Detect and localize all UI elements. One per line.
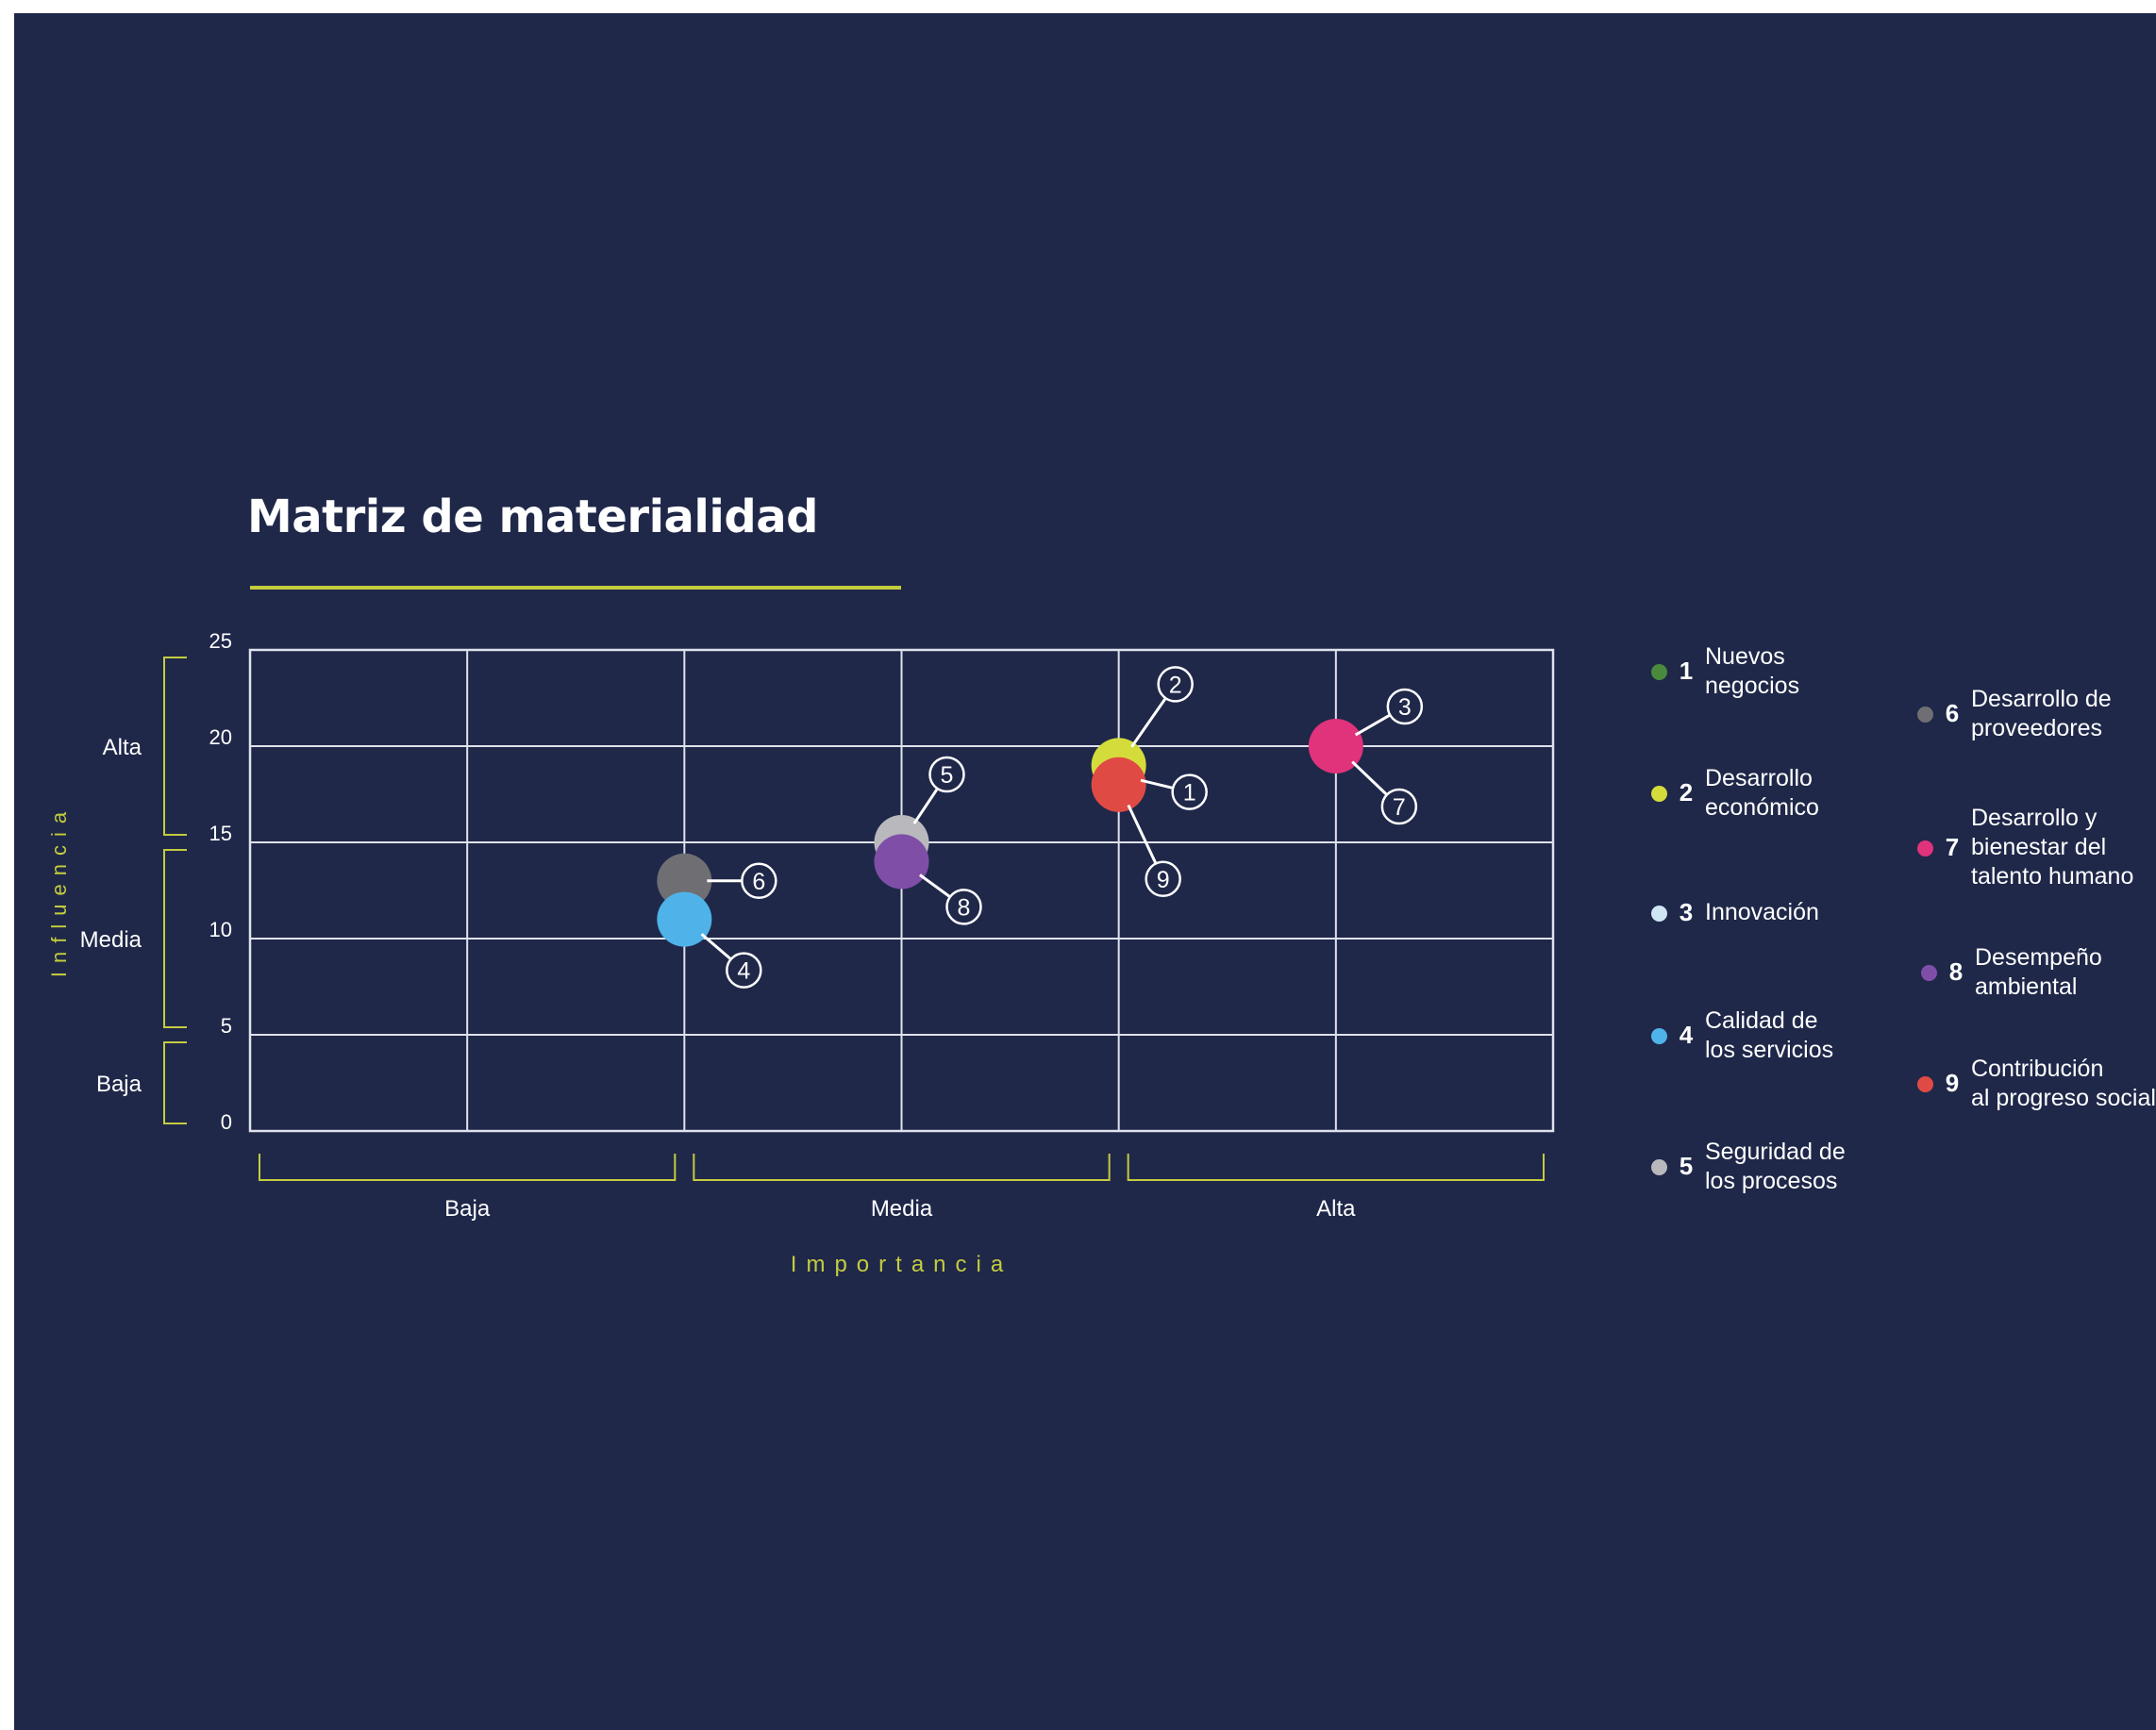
callout-line-5 [912, 788, 939, 824]
legend-dot [1651, 664, 1667, 680]
legend-label: Contribución al progreso social [1971, 1056, 2156, 1111]
y-tick-label: 25 [209, 629, 232, 653]
point-callouts: 2 1 9 3 7 5 8 6 4 [700, 666, 1424, 989]
legend-number: 1 [1679, 657, 1694, 685]
callout-circle-7 [1380, 788, 1418, 825]
legend-item-6: 6 Desarrollo de proveedores [1917, 685, 2112, 743]
legend-item-1: 1 Nuevos negocios [1651, 642, 1799, 701]
callout-circle-8 [945, 889, 982, 925]
legend-dot [1651, 786, 1667, 802]
callout-line-4 [700, 933, 731, 960]
legend-label: Innovación [1705, 899, 1819, 925]
legend-number: 6 [1945, 699, 1960, 727]
legend-dot [1921, 965, 1937, 981]
legend-number: 7 [1945, 832, 1960, 861]
chart-panel [14, 13, 2156, 1730]
y-axis-title: Influencia [47, 804, 71, 977]
callout-circle-2 [1157, 666, 1194, 703]
callout-circle-4 [726, 952, 762, 989]
x-band-label: Baja [444, 1196, 491, 1222]
legend-number: 5 [1679, 1152, 1694, 1180]
legend-dot [1917, 707, 1933, 723]
chart-title: Matriz de materialidad [247, 491, 818, 543]
callout-label-9: 9 [1157, 867, 1170, 893]
title-underline [250, 586, 901, 590]
y-band-bracket [163, 849, 187, 1028]
callout-label-1: 1 [1183, 780, 1196, 807]
legend-number: 8 [1948, 957, 1964, 986]
y-band-bracket [163, 657, 187, 836]
callout-circle-6 [741, 862, 777, 900]
y-band-label: Alta [103, 735, 142, 760]
legend-number: 3 [1679, 897, 1694, 926]
y-band-label: Media [80, 927, 142, 953]
x-band-bracket [1127, 1154, 1545, 1181]
legend-label: Calidad de los servicios [1705, 1007, 1834, 1063]
legend-item-2: 2 Desarrollo económico [1651, 764, 1819, 823]
legend-item-5: 5 Seguridad de los procesos [1651, 1138, 1846, 1196]
legend-label: Desempeño ambiental [1975, 944, 2102, 1000]
legend-label: Desarrollo de proveedores [1971, 686, 2112, 741]
x-band-bracket [693, 1154, 1111, 1181]
callout-label-6: 6 [752, 869, 765, 895]
band-brackets: Alta Media Baja Influencia Baja Media Alta Impo… [47, 657, 1545, 1277]
legend-number: 9 [1945, 1069, 1960, 1097]
callout-line-1 [1140, 778, 1173, 790]
callout-line-8 [919, 873, 951, 898]
legend-dot [1651, 1028, 1667, 1044]
callout-label-5: 5 [941, 762, 954, 789]
y-tick-label: 5 [221, 1014, 232, 1038]
data-point-7 [1308, 719, 1363, 774]
legend-dot [1917, 1076, 1933, 1092]
y-tick-label: 0 [221, 1110, 232, 1134]
legend-label: Seguridad de los procesos [1705, 1139, 1846, 1194]
legend-label: Desarrollo económico [1705, 765, 1819, 821]
data-point-9 [1091, 757, 1146, 812]
callout-label-8: 8 [958, 894, 971, 921]
x-band-bracket [259, 1154, 677, 1181]
callout-line-9 [1127, 804, 1157, 864]
callout-label-3: 3 [1398, 694, 1412, 721]
callout-line-7 [1351, 760, 1388, 795]
legend-item-4: 4 Calidad de los servicios [1651, 1006, 1833, 1065]
data-point-8 [874, 834, 929, 890]
legend-dot [1917, 840, 1933, 857]
legend-dot [1651, 905, 1667, 922]
callout-circle-1 [1171, 774, 1208, 810]
x-band-label: Media [871, 1196, 933, 1222]
legend-item-3: 3 Innovación [1651, 898, 1819, 927]
legend-item-9: 9 Contribución al progreso social [1917, 1055, 2156, 1113]
data-point-6 [657, 853, 712, 908]
y-tick-label: 15 [209, 822, 232, 845]
callout-line-3 [1354, 714, 1391, 737]
legend-label: Nuevos negocios [1705, 643, 1800, 699]
data-point-4 [657, 891, 712, 947]
legend-item-7: 7 Desarrollo y bienestar del talento huma… [1917, 804, 2133, 891]
callout-circle-9 [1145, 860, 1181, 898]
callout-label-2: 2 [1169, 672, 1182, 698]
y-tick-label: 20 [209, 725, 232, 749]
legend-label: Desarrollo y bienestar del talento human… [1971, 805, 2134, 890]
x-axis-title: Importancia [791, 1252, 1012, 1277]
callout-label-4: 4 [737, 958, 750, 985]
y-tick-label: 10 [209, 918, 232, 941]
legend-number: 4 [1679, 1021, 1694, 1049]
legend-number: 2 [1679, 778, 1694, 807]
x-band-label: Alta [1316, 1196, 1356, 1222]
y-band-label: Baja [96, 1072, 142, 1097]
legend-item-8: 8 Desempeño ambiental [1921, 943, 2102, 1002]
legend-dot [1651, 1159, 1667, 1175]
y-band-bracket [163, 1041, 187, 1124]
callout-line-2 [1130, 698, 1167, 748]
callout-label-7: 7 [1393, 794, 1406, 821]
data-points [657, 719, 1363, 947]
callout-circle-3 [1386, 688, 1424, 725]
callout-circle-5 [928, 756, 965, 793]
